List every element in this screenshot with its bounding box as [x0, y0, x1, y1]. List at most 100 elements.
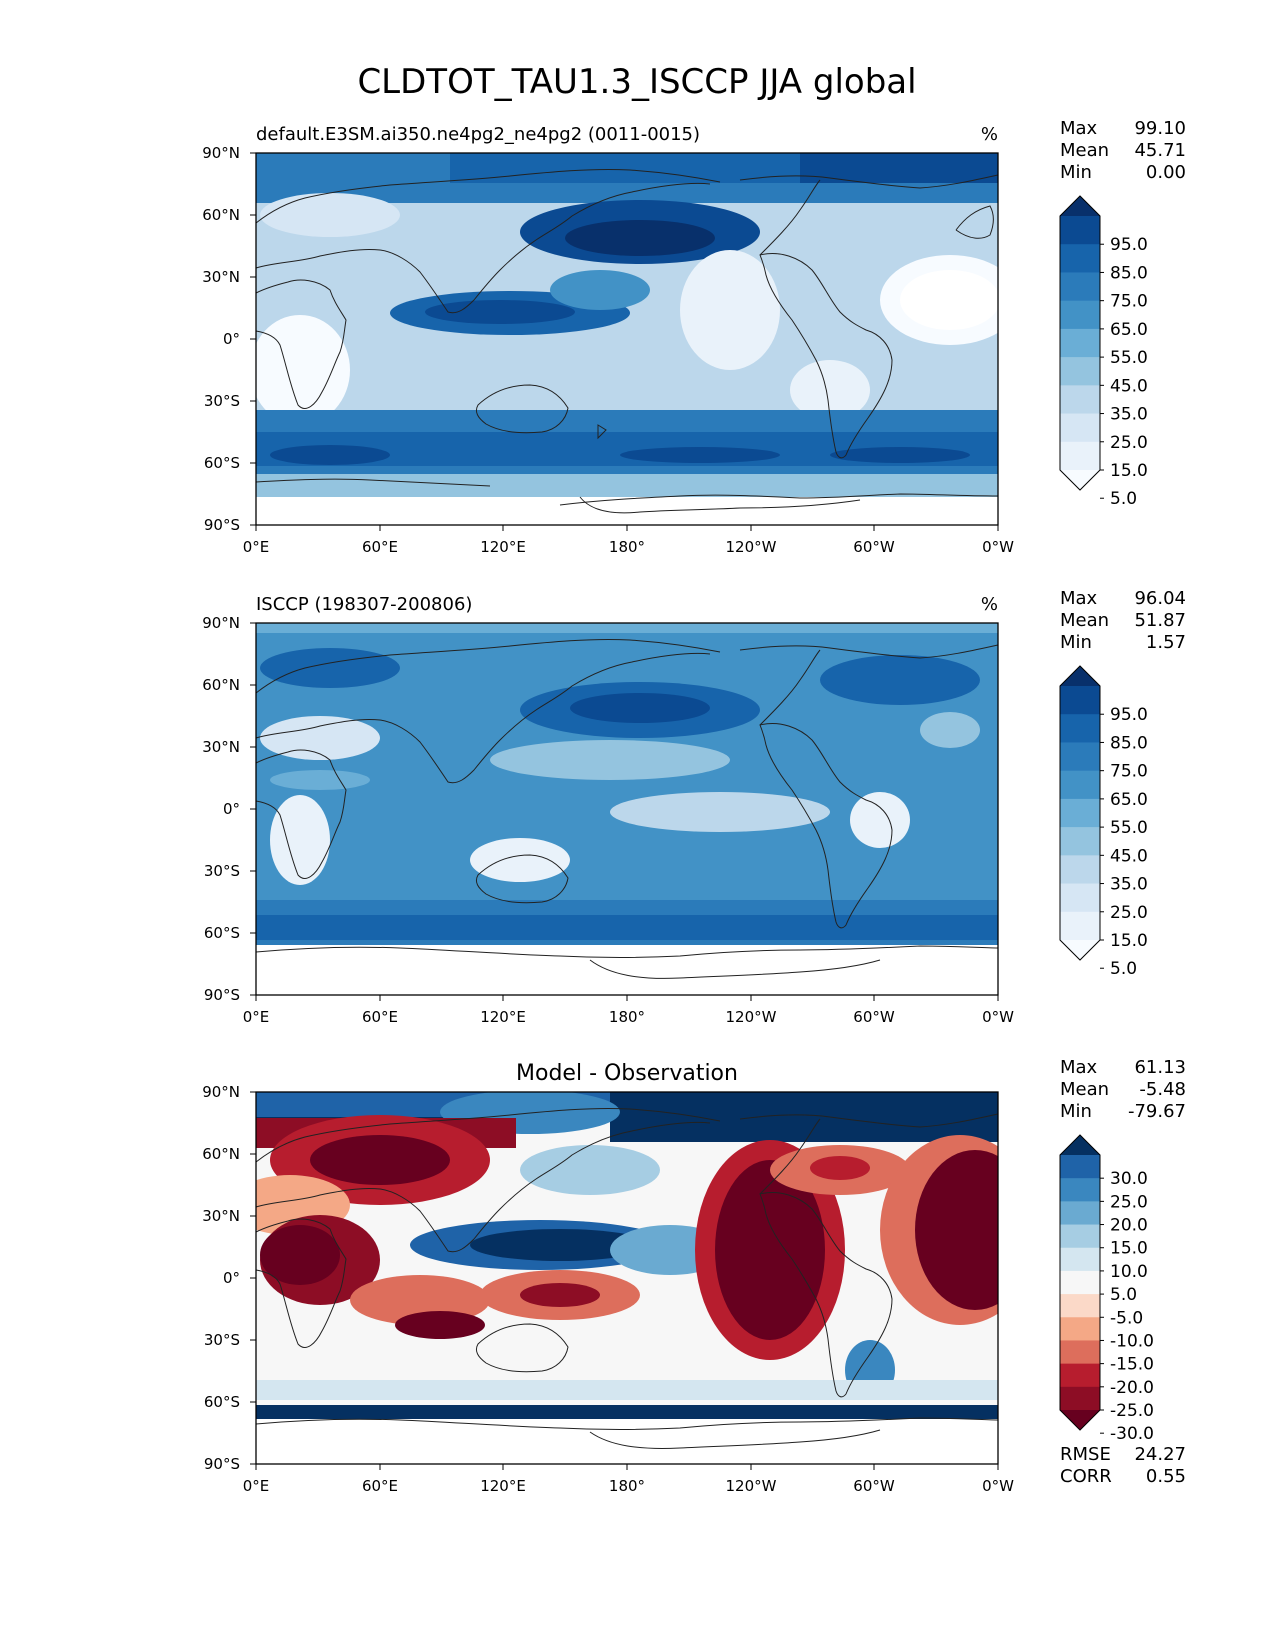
- model-axis: 90°N 60°N 30°N 0° 30°S 60°S 90°S 0°E 60°…: [202, 144, 1014, 556]
- lat-tick-label: 30°S: [204, 1331, 240, 1349]
- lon-tick-label: 0°W: [982, 1477, 1014, 1495]
- corr-label: CORR: [1060, 1466, 1112, 1487]
- colorbar-segment: [1060, 441, 1100, 471]
- colorbar-tick-label: 35.0: [1110, 405, 1148, 425]
- colorbar-segment: [1060, 798, 1100, 828]
- lon-tick-label: 0°E: [243, 538, 270, 556]
- stat-label: Max: [1060, 118, 1098, 139]
- colorbar-segment: [1060, 244, 1100, 273]
- lat-tick-label: 30°N: [202, 268, 240, 286]
- colorbar-extend-min: [1060, 940, 1100, 960]
- corr-value: 0.55: [1146, 1466, 1186, 1487]
- colorbar-tick-label: 25.0: [1110, 1192, 1148, 1212]
- colorbar-tick-label: 5.0: [1110, 959, 1137, 979]
- colorbar-segment: [1060, 770, 1100, 800]
- figure-title: CLDTOT_TAU1.3_ISCCP JJA global: [357, 62, 916, 102]
- lon-tick-label: 60°W: [853, 538, 895, 556]
- colorbar-tick-label: 15.0: [1110, 931, 1148, 951]
- lon-tick-label: 60°W: [853, 1008, 895, 1026]
- obs-antarctic-mask: [256, 945, 998, 995]
- colorbar-tick-label: 15.0: [1110, 1239, 1148, 1259]
- lon-tick-label: 120°W: [726, 1008, 777, 1026]
- lat-tick-label: 0°: [223, 800, 240, 818]
- colorbar-tick-label: 55.0: [1110, 348, 1148, 368]
- panel-difference: 90°N 60°N 30°N 0° 30°S 60°S 90°S 0°E 60°…: [202, 1057, 1186, 1495]
- stat-value: -5.48: [1139, 1079, 1186, 1100]
- diff-center-title: Model - Observation: [516, 1061, 738, 1086]
- colorbar-tick-label: 15.0: [1110, 461, 1148, 481]
- colorbar-segment: [1060, 827, 1100, 856]
- lat-tick-label: 0°: [223, 1269, 240, 1287]
- colorbar-tick-label: 30.0: [1110, 1169, 1148, 1189]
- lon-tick-label: 0°E: [243, 1477, 270, 1495]
- lon-tick-label: 0°W: [982, 538, 1014, 556]
- model-colorbar: 95.0 85.0 75.0 65.0 55.0 45.0 35.0 25.0 15.0 5.0: [1059, 195, 1148, 509]
- stat-value: 61.13: [1134, 1057, 1186, 1078]
- obs-left-title: ISCCP (198307-200806): [256, 594, 472, 615]
- colorbar-tick-label: 75.0: [1110, 292, 1148, 312]
- model-stats: Max 99.10 Mean 45.71 Min 0.00: [1060, 118, 1186, 183]
- obs-colorbar: 95.0 85.0 75.0 65.0 55.0 45.0 35.0 25.0 15.0 5.0: [1059, 665, 1148, 979]
- colorbar-extend-min: [1060, 470, 1100, 490]
- lon-tick-label: 60°W: [853, 1477, 895, 1495]
- model-map-field: [256, 153, 998, 525]
- colorbar-segment: [1060, 413, 1100, 443]
- lon-tick-label: 0°E: [243, 1008, 270, 1026]
- colorbar-tick-label: 45.0: [1110, 846, 1148, 866]
- lon-tick-label: 0°W: [982, 1008, 1014, 1026]
- colorbar-segment: [1060, 1178, 1100, 1202]
- lat-tick-label: 0°: [223, 330, 240, 348]
- colorbar-segment: [1060, 300, 1100, 330]
- colorbar-tick-label: 75.0: [1110, 762, 1148, 782]
- lat-tick-label: 90°N: [202, 614, 240, 632]
- diff-stats: Max 61.13 Mean -5.48 Min -79.67: [1060, 1057, 1186, 1122]
- diff-colorbar: 30.0 25.0 20.0 15.0 10.0 5.0 -5.0 -10.0 -15.0 -20…: [1059, 1134, 1154, 1444]
- stat-label: Mean: [1060, 140, 1109, 161]
- colorbar-tick-label: 35.0: [1110, 875, 1148, 895]
- stat-value: -79.67: [1128, 1101, 1186, 1122]
- lat-tick-label: 60°S: [204, 924, 240, 942]
- colorbar-tick-label: -30.0: [1110, 1424, 1154, 1444]
- colorbar-tick-label: -10.0: [1110, 1331, 1154, 1351]
- model-antarctic-mask: [256, 497, 998, 525]
- lat-tick-label: 90°N: [202, 1083, 240, 1101]
- lat-tick-label: 90°S: [204, 1455, 240, 1473]
- colorbar-tick-label: 95.0: [1110, 705, 1148, 725]
- stat-label: Max: [1060, 588, 1098, 609]
- colorbar-tick-label: 20.0: [1110, 1216, 1148, 1236]
- colorbar-extend-max: [1060, 1135, 1100, 1155]
- model-coastlines: [255, 168, 999, 514]
- lat-tick-label: 90°N: [202, 144, 240, 162]
- lon-tick-label: 120°E: [480, 538, 526, 556]
- colorbar-segment: [1060, 1201, 1100, 1226]
- obs-stats: Max 96.04 Mean 51.87 Min 1.57: [1060, 588, 1186, 653]
- colorbar-segment: [1060, 216, 1100, 245]
- colorbar-tick-label: 55.0: [1110, 818, 1148, 838]
- diff-southern-band: [256, 1405, 998, 1419]
- lat-tick-label: 60°N: [202, 206, 240, 224]
- colorbar-segment: [1060, 272, 1100, 302]
- lat-tick-label: 30°N: [202, 738, 240, 756]
- rmse-value: 24.27: [1134, 1444, 1186, 1465]
- colorbar-tick-label: -25.0: [1110, 1401, 1154, 1421]
- colorbar-segment: [1060, 1270, 1100, 1295]
- stat-value: 45.71: [1134, 140, 1186, 161]
- colorbar-tick-label: 85.0: [1110, 733, 1148, 753]
- panel-observation: 90°N 60°N 30°N 0° 30°S 60°S 90°S 0°E 60°…: [202, 588, 1186, 1026]
- lat-tick-label: 90°S: [204, 986, 240, 1004]
- model-left-title: default.E3SM.ai350.ne4pg2_ne4pg2 (0011-0…: [256, 124, 700, 145]
- stat-value: 0.00: [1146, 162, 1186, 183]
- stat-value: 1.57: [1146, 632, 1186, 653]
- colorbar-extend-max: [1060, 196, 1100, 216]
- stat-value: 51.87: [1134, 610, 1186, 631]
- rmse-label: RMSE: [1060, 1444, 1111, 1465]
- lon-tick-label: 120°E: [480, 1008, 526, 1026]
- colorbar-tick-label: -20.0: [1110, 1378, 1154, 1398]
- colorbar-extend-min: [1060, 1410, 1100, 1430]
- colorbar-segment: [1060, 714, 1100, 743]
- colorbar-segment: [1060, 1247, 1100, 1272]
- colorbar-segment: [1060, 1155, 1100, 1179]
- diff-map-field: [256, 1092, 998, 1464]
- colorbar-segment: [1060, 883, 1100, 913]
- lon-tick-label: 120°W: [726, 1477, 777, 1495]
